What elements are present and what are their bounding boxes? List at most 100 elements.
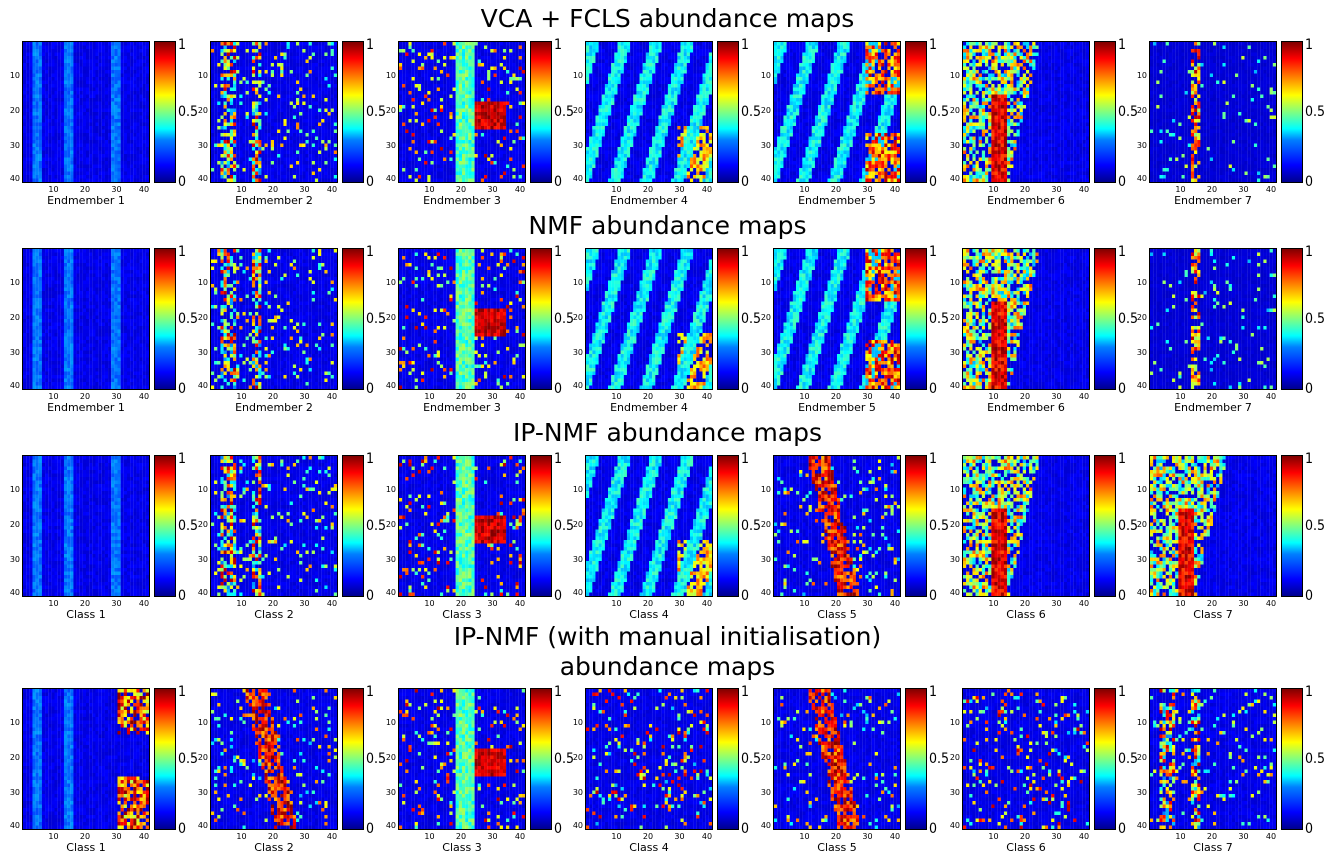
heatmap-cell [261, 150, 265, 155]
heatmap-cell [506, 66, 510, 71]
heatmap-cell [424, 73, 428, 78]
heatmap-cell [57, 178, 61, 182]
heatmap-cell [327, 94, 331, 99]
heatmap-cell [521, 98, 525, 102]
heatmap-cell [51, 98, 55, 102]
heatmap-cell [302, 66, 306, 71]
heatmap-cell [245, 115, 249, 120]
heatmap-cell [302, 45, 306, 50]
heatmap-cell [60, 73, 65, 78]
heatmap-cell [223, 140, 227, 144]
heatmap-cell [239, 87, 243, 92]
heatmap-cell [324, 115, 328, 120]
heatmap-cell [258, 73, 262, 78]
heatmap-cell [465, 94, 469, 99]
heatmap-cell [29, 133, 33, 137]
heatmap-cell [23, 77, 27, 81]
heatmap-cell [92, 63, 96, 67]
heatmap-cell [480, 59, 485, 64]
heatmap-cell [305, 126, 309, 130]
heatmap-cell [60, 178, 65, 182]
heatmap-cell [318, 73, 322, 78]
heatmap-cell [499, 147, 504, 151]
heatmap-cell [277, 77, 281, 81]
heatmap-cell [117, 80, 121, 85]
heatmap-cell [126, 94, 131, 99]
heatmap-cell [92, 59, 96, 64]
heatmap-cell [468, 70, 472, 74]
heatmap-cell [133, 168, 137, 172]
heatmap-cell [327, 112, 331, 116]
heatmap-cell [255, 66, 259, 71]
heatmap-cell [512, 161, 516, 165]
heatmap-cell [402, 178, 406, 182]
heatmap-cell [509, 147, 513, 151]
heatmap-cell [214, 140, 218, 144]
heatmap-cell [258, 101, 262, 106]
heatmap-cell [518, 98, 522, 102]
heatmap-cell [104, 91, 109, 95]
heatmap-cell [424, 66, 428, 71]
heatmap-cell [233, 129, 237, 134]
heatmap-cell [658, 45, 662, 50]
heatmap-cell [430, 161, 434, 165]
heatmap-cell [512, 52, 516, 57]
heatmap-cell [133, 73, 137, 78]
heatmap-cell [292, 73, 297, 78]
heatmap-cell [283, 59, 287, 64]
heatmap-cell [23, 147, 27, 151]
heatmap-cell [82, 161, 87, 165]
heatmap-cell [296, 98, 300, 102]
heatmap-cell [101, 42, 105, 46]
heatmap-cell [509, 150, 513, 155]
heatmap-cell [63, 80, 68, 85]
heatmap-cell [67, 87, 71, 92]
heatmap-cell [499, 63, 504, 67]
heatmap-cell [101, 133, 105, 137]
heatmap-cell [455, 136, 459, 141]
heatmap-cell [111, 147, 115, 151]
heatmap-cell [424, 101, 428, 106]
heatmap-cell [427, 105, 431, 109]
heatmap-cell [699, 49, 703, 53]
heatmap-cell [35, 101, 39, 106]
heatmap-cell [26, 108, 30, 113]
heatmap-cell [318, 129, 322, 134]
heatmap-cell [117, 143, 121, 148]
heatmap-cell [98, 80, 102, 85]
heatmap-cell [63, 147, 68, 151]
heatmap-cell [639, 49, 643, 53]
heatmap-cell [318, 143, 322, 148]
heatmap-cell [474, 171, 478, 176]
heatmap-cell [38, 108, 42, 113]
heatmap-cell [477, 66, 481, 71]
heatmap-cell [430, 133, 434, 137]
heatmap-cell [92, 108, 96, 113]
heatmap-cell [130, 136, 134, 141]
heatmap-cell [220, 94, 224, 99]
heatmap-cell [236, 115, 240, 120]
heatmap-cell [490, 140, 494, 144]
heatmap-cell [111, 45, 115, 50]
heatmap-cell [399, 150, 403, 155]
heatmap-cell [133, 133, 137, 137]
heatmap-cell [29, 115, 33, 120]
heatmap-cell [95, 91, 99, 95]
heatmap-cell [427, 119, 431, 123]
heatmap-cell [29, 73, 33, 78]
heatmap-cell [296, 91, 300, 95]
heatmap-cell [38, 168, 42, 172]
heatmap-cell [220, 98, 224, 102]
heatmap-cell [518, 175, 522, 179]
heatmap-cell [41, 126, 46, 130]
heatmap-cell [82, 164, 87, 169]
heatmap-cell [126, 56, 131, 60]
heatmap-cell [417, 126, 422, 130]
heatmap-cell [484, 136, 488, 141]
heatmap-cell [586, 49, 590, 53]
heatmap-cell [229, 98, 234, 102]
heatmap-cell [82, 154, 87, 158]
x-tick-label: 10 [44, 186, 64, 194]
heatmap-cell [414, 94, 418, 99]
heatmap-cell [471, 52, 475, 57]
